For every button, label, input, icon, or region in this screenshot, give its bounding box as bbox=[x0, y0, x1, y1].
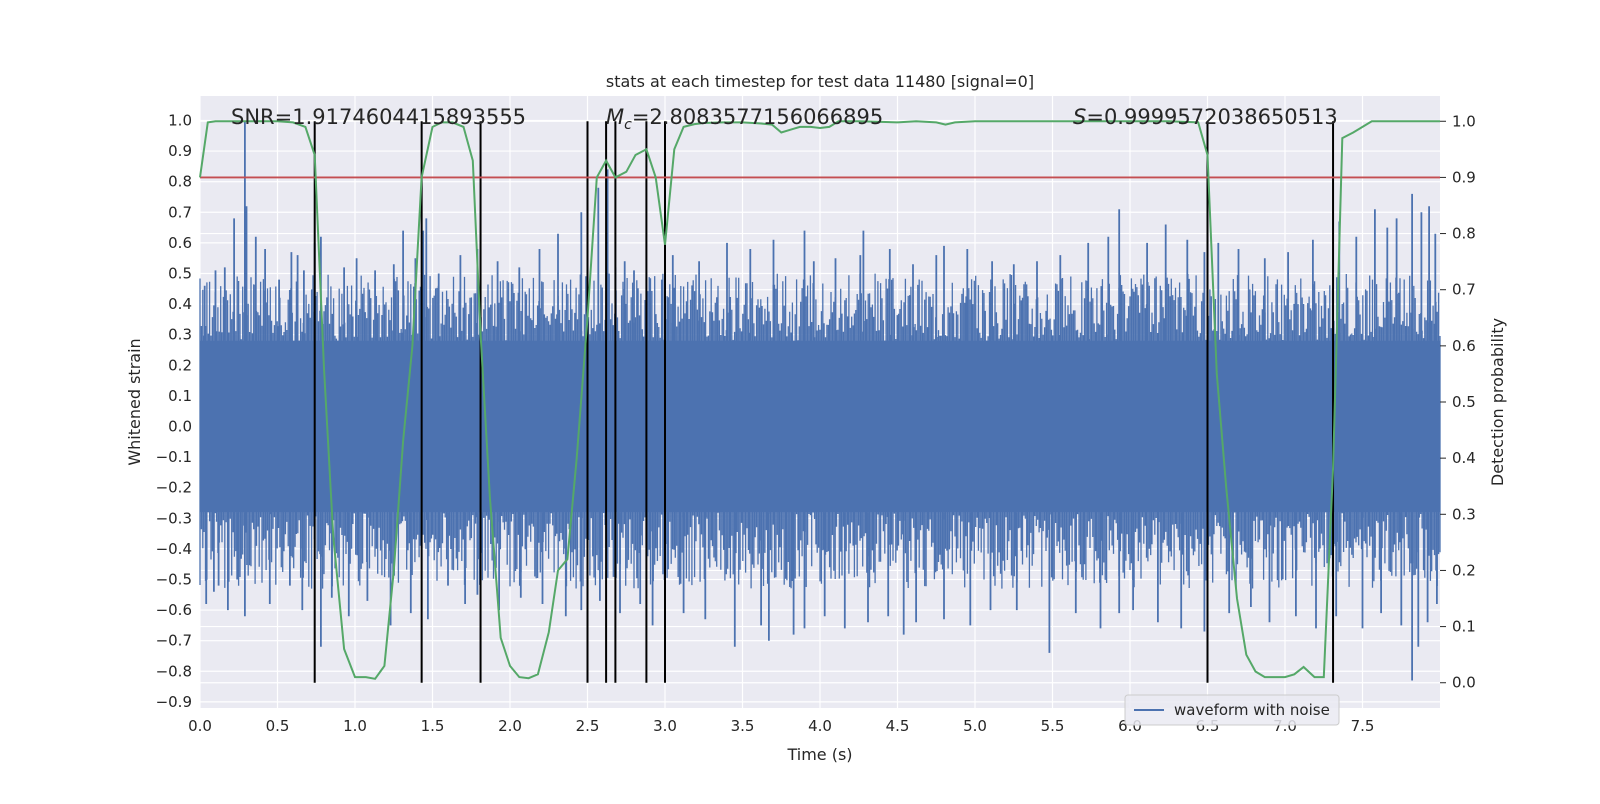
y-tick-label: −0.8 bbox=[156, 662, 192, 680]
y-right-tick-label: 0.8 bbox=[1452, 225, 1476, 243]
x-tick-label: 7.5 bbox=[1351, 717, 1375, 735]
chirp-mass-symbol: M bbox=[606, 105, 624, 129]
y-right-tick-label: 0.1 bbox=[1452, 618, 1476, 636]
x-tick-label: 3.0 bbox=[653, 717, 677, 735]
y-tick-label: 0.6 bbox=[168, 234, 192, 252]
y-tick-label: 0.1 bbox=[168, 387, 192, 405]
s-value: =0.9999572038650513 bbox=[1086, 105, 1337, 129]
snr-annotation: SNR=1.9174604415893555 bbox=[231, 105, 526, 129]
x-tick-label: 1.5 bbox=[421, 717, 445, 735]
y-right-tick-label: 0.5 bbox=[1452, 393, 1476, 411]
y-tick-label: −0.4 bbox=[156, 540, 192, 558]
waveform-with-noise bbox=[199, 120, 1441, 681]
y-tick-label: −0.2 bbox=[156, 479, 192, 497]
y-tick-label: 0.2 bbox=[168, 356, 192, 374]
x-tick-label: 0.5 bbox=[266, 717, 290, 735]
y-tick-label: −0.9 bbox=[156, 693, 192, 711]
x-tick-label: 5.5 bbox=[1041, 717, 1065, 735]
y-tick-label: −0.3 bbox=[156, 509, 192, 527]
y-tick-label: 0.5 bbox=[168, 264, 192, 282]
y-right-tick-label: 1.0 bbox=[1452, 112, 1476, 130]
y-right-tick-label: 0.0 bbox=[1452, 674, 1476, 692]
y-axis-label: Whitened strain bbox=[125, 338, 144, 465]
x-tick-label: 0.0 bbox=[188, 717, 212, 735]
y-right-tick-label: 0.9 bbox=[1452, 168, 1476, 186]
y-tick-label: 1.0 bbox=[168, 111, 192, 129]
y-tick-label: 0.8 bbox=[168, 173, 192, 191]
waveform-peaks bbox=[203, 120, 1438, 681]
y-axis-right-ticks: 1.0 0.9 0.8 0.7 0.6 0.5 0.4 0.3 0.2 0.1 0.0 bbox=[1440, 112, 1476, 692]
y-tick-label: 0.4 bbox=[168, 295, 192, 313]
y-tick-label: 0.3 bbox=[168, 326, 192, 344]
legend-label: waveform with noise bbox=[1174, 701, 1330, 719]
chart-title: stats at each timestep for test data 114… bbox=[606, 72, 1034, 91]
x-tick-label: 2.5 bbox=[576, 717, 600, 735]
chirp-mass-annotation: Mc=2.8083577156066895 bbox=[606, 105, 883, 133]
waveform-noise-body bbox=[199, 273, 1441, 589]
y-right-tick-label: 0.7 bbox=[1452, 281, 1476, 299]
y-axis-ticks: 1.0 0.9 0.8 0.7 0.6 0.5 0.4 0.3 0.2 0.1 0.0 −0.1 −0.… bbox=[156, 111, 192, 710]
y-tick-label: −0.5 bbox=[156, 570, 192, 588]
y-right-tick-label: 0.6 bbox=[1452, 337, 1476, 355]
x-tick-label: 4.5 bbox=[886, 717, 910, 735]
y-tick-label: 0.9 bbox=[168, 142, 192, 160]
s-annotation: S=0.9999572038650513 bbox=[1073, 105, 1338, 129]
y-right-tick-label: 0.4 bbox=[1452, 449, 1476, 467]
x-tick-label: 3.5 bbox=[731, 717, 755, 735]
x-tick-label: 5.0 bbox=[963, 717, 987, 735]
chirp-mass-value: =2.8083577156066895 bbox=[632, 105, 883, 129]
x-axis-label: Time (s) bbox=[786, 745, 852, 764]
y-tick-label: −0.7 bbox=[156, 632, 192, 650]
y-right-tick-label: 0.3 bbox=[1452, 505, 1476, 523]
vertical-markers bbox=[313, 121, 1335, 683]
y-tick-label: 0.0 bbox=[168, 417, 192, 435]
x-tick-label: 2.0 bbox=[498, 717, 522, 735]
detection-probability-line bbox=[199, 120, 1440, 680]
y-right-tick-label: 0.2 bbox=[1452, 561, 1476, 579]
chirp-mass-subscript: c bbox=[624, 117, 632, 133]
y-tick-label: −0.6 bbox=[156, 601, 192, 619]
x-tick-label: 1.0 bbox=[343, 717, 367, 735]
x-tick-label: 4.0 bbox=[808, 717, 832, 735]
legend-box bbox=[1124, 694, 1340, 726]
y-tick-label: 0.7 bbox=[168, 203, 192, 221]
y-axis-right-label: Detection probability bbox=[1488, 318, 1507, 486]
legend: waveform with noise bbox=[1124, 694, 1340, 726]
s-symbol: S bbox=[1073, 105, 1086, 129]
y-tick-label: −0.1 bbox=[156, 448, 192, 466]
